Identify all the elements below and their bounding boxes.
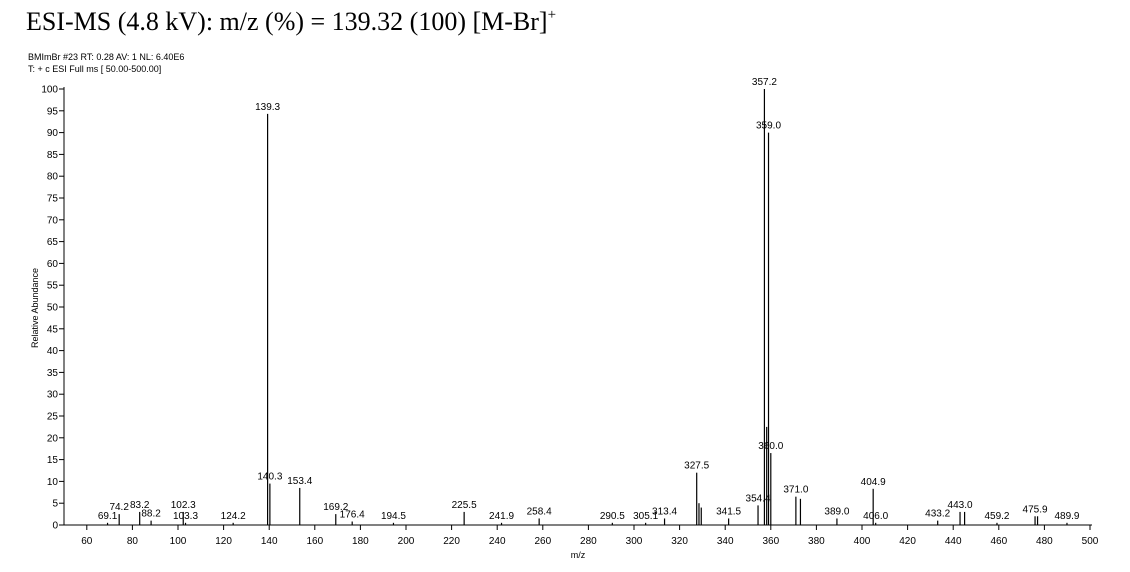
x-tick-label: 460 — [990, 536, 1007, 547]
peak-label: 176.4 — [340, 510, 365, 521]
y-tick-label: 35 — [47, 368, 59, 379]
title-superscript: + — [548, 7, 556, 23]
x-tick-label: 260 — [534, 536, 551, 547]
peak-label: 459.2 — [984, 511, 1009, 522]
x-tick-label: 340 — [717, 536, 734, 547]
peak-label: 443.0 — [948, 500, 973, 511]
y-tick-label: 95 — [47, 106, 59, 117]
y-tick-label: 45 — [47, 324, 59, 335]
x-tick-label: 140 — [261, 536, 278, 547]
x-tick-label: 80 — [127, 536, 139, 547]
x-tick-label: 280 — [580, 536, 597, 547]
x-tick-label: 180 — [352, 536, 369, 547]
peak-label: 433.2 — [925, 509, 950, 520]
peak-label: 153.4 — [287, 476, 312, 487]
peak-label: 139.3 — [255, 102, 280, 113]
x-tick-label: 400 — [854, 536, 871, 547]
y-tick-label: 55 — [47, 281, 59, 292]
peak-label: 489.9 — [1054, 511, 1079, 522]
y-tick-label: 70 — [47, 215, 59, 226]
peak-label: 88.2 — [141, 509, 161, 520]
peak-label: 290.5 — [600, 511, 625, 522]
header-line: BMImBr #23 RT: 0.28 AV: 1 NL: 6.40E6 — [28, 52, 184, 62]
peak-label: 83.2 — [130, 500, 150, 511]
y-tick-label: 65 — [47, 237, 59, 248]
x-tick-label: 480 — [1036, 536, 1053, 547]
peak-label: 305.1 — [633, 511, 658, 522]
peak-label: 360.0 — [758, 441, 783, 452]
chart-title-group: ESI-MS (4.8 kV): m/z (%) = 139.32 (100) … — [26, 7, 556, 36]
y-axis-label: Relative Abundance — [30, 268, 40, 348]
y-tick-label: 0 — [52, 521, 58, 532]
y-tick-label: 20 — [47, 433, 59, 444]
x-tick-label: 60 — [81, 536, 93, 547]
x-tick-label: 360 — [762, 536, 779, 547]
peak-label: 74.2 — [109, 502, 129, 513]
y-tick-label: 85 — [47, 150, 59, 161]
x-tick-label: 200 — [398, 536, 415, 547]
peak-label: 359.0 — [756, 121, 781, 132]
peak-label: 327.5 — [684, 461, 709, 472]
peak-label: 406.0 — [863, 511, 888, 522]
y-tick-label: 75 — [47, 194, 59, 205]
x-tick-label: 160 — [306, 536, 323, 547]
peak-label: 103.3 — [173, 511, 198, 522]
peak-label: 357.2 — [752, 77, 777, 88]
y-tick-label: 15 — [47, 455, 59, 466]
peak-label: 389.0 — [824, 506, 849, 517]
x-tick-label: 120 — [215, 536, 232, 547]
x-tick-label: 420 — [899, 536, 916, 547]
y-tick-label: 40 — [47, 346, 59, 357]
peak-label: 341.5 — [716, 506, 741, 517]
x-axis-label: m/z — [571, 550, 586, 560]
x-tick-label: 320 — [671, 536, 688, 547]
peak-label: 140.3 — [257, 472, 282, 483]
y-tick-label: 10 — [47, 477, 59, 488]
x-tick-label: 300 — [626, 536, 643, 547]
y-tick-label: 25 — [47, 412, 59, 423]
peak-label: 313.4 — [652, 506, 677, 517]
peak-label: 475.9 — [1023, 504, 1048, 515]
chart-title: ESI-MS (4.8 kV): m/z (%) = 139.32 (100) … — [26, 7, 548, 36]
peak-label: 194.5 — [381, 511, 406, 522]
x-tick-label: 440 — [945, 536, 962, 547]
peak-label: 124.2 — [221, 511, 246, 522]
header-line: T: + c ESI Full ms [ 50.00-500.00] — [28, 64, 161, 74]
peak-label: 241.9 — [489, 511, 514, 522]
peak-label: 102.3 — [171, 500, 196, 511]
y-tick-label: 90 — [47, 128, 59, 139]
y-tick-label: 60 — [47, 259, 59, 270]
y-tick-label: 30 — [47, 390, 59, 401]
x-tick-label: 380 — [808, 536, 825, 547]
y-tick-label: 5 — [52, 499, 58, 510]
peak-label: 69.1 — [98, 511, 118, 522]
peak-label: 371.0 — [783, 485, 808, 496]
peak-label: 225.5 — [452, 500, 477, 511]
x-tick-label: 240 — [489, 536, 506, 547]
peak-label: 258.4 — [527, 506, 552, 517]
peak-label: 169.2 — [323, 502, 348, 513]
x-tick-label: 500 — [1082, 536, 1099, 547]
x-tick-label: 100 — [170, 536, 187, 547]
peak-label: 404.9 — [861, 477, 886, 488]
y-tick-label: 100 — [41, 85, 58, 96]
y-tick-label: 50 — [47, 303, 59, 314]
y-tick-label: 80 — [47, 172, 59, 183]
peak-label: 354.4 — [746, 493, 771, 504]
x-tick-label: 220 — [443, 536, 460, 547]
